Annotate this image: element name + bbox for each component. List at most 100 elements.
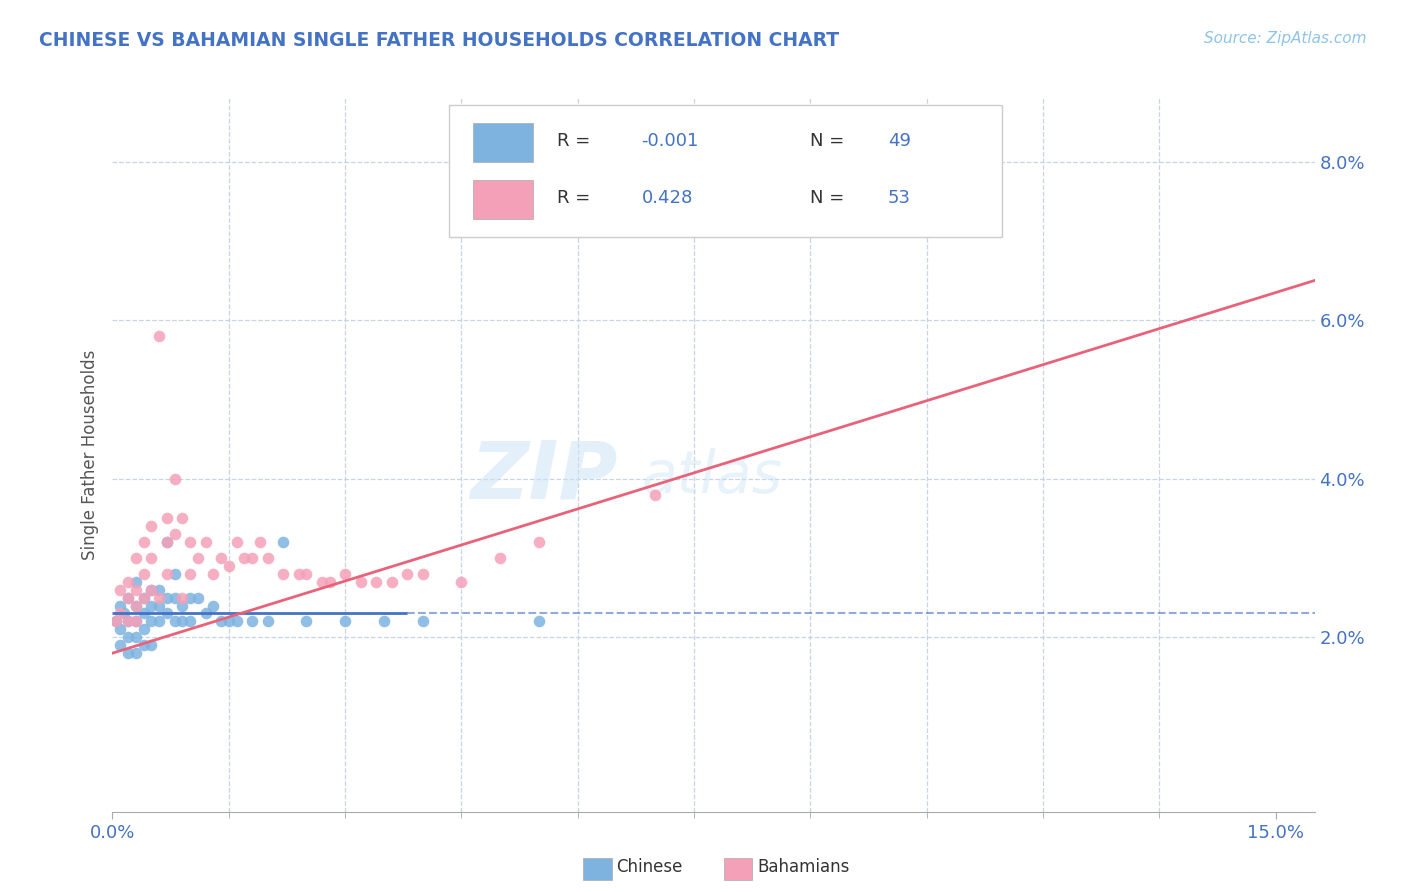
Point: [194, 607, 217, 621]
Point: [225, 615, 247, 629]
Point: [156, 566, 179, 581]
Point: [163, 472, 186, 486]
Point: [350, 574, 373, 589]
Point: [148, 582, 170, 597]
Text: Bahamians: Bahamians: [758, 858, 851, 876]
Point: [110, 623, 132, 637]
Point: [396, 566, 419, 581]
Text: Chinese: Chinese: [616, 858, 682, 876]
Point: [240, 551, 263, 566]
Point: [117, 630, 139, 644]
Point: [117, 615, 139, 629]
Text: 49: 49: [887, 132, 911, 150]
Point: [125, 582, 148, 597]
Text: ZIP: ZIP: [470, 437, 617, 516]
Point: [141, 638, 163, 652]
Point: [163, 615, 186, 629]
Point: [117, 574, 139, 589]
Point: [141, 615, 163, 629]
Point: [141, 599, 163, 613]
Point: [148, 329, 170, 343]
Text: 53: 53: [887, 189, 911, 207]
Point: [172, 591, 194, 605]
Point: [132, 591, 155, 605]
Point: [240, 615, 263, 629]
Point: [295, 566, 318, 581]
Point: [412, 615, 434, 629]
Point: [172, 615, 194, 629]
Point: [148, 591, 170, 605]
Point: [125, 615, 148, 629]
FancyBboxPatch shape: [449, 105, 1002, 237]
Point: [110, 582, 132, 597]
Point: [172, 599, 194, 613]
Point: [110, 638, 132, 652]
Point: [125, 551, 148, 566]
Point: [141, 551, 163, 566]
Point: [117, 646, 139, 660]
Point: [179, 535, 201, 549]
Point: [105, 615, 128, 629]
Point: [644, 487, 666, 501]
Point: [318, 574, 340, 589]
Text: N =: N =: [810, 189, 849, 207]
Point: [156, 511, 179, 525]
Point: [141, 582, 163, 597]
Point: [117, 591, 139, 605]
Text: -0.001: -0.001: [641, 132, 699, 150]
Point: [132, 591, 155, 605]
Point: [110, 599, 132, 613]
Point: [271, 566, 294, 581]
Point: [225, 535, 247, 549]
Point: [218, 615, 240, 629]
Point: [249, 535, 271, 549]
Point: [141, 519, 163, 533]
Point: [333, 615, 356, 629]
Point: [125, 646, 148, 660]
Point: [156, 535, 179, 549]
Point: [125, 630, 148, 644]
Point: [450, 574, 472, 589]
Point: [156, 591, 179, 605]
Point: [194, 535, 217, 549]
Point: [148, 615, 170, 629]
Point: [256, 615, 278, 629]
Point: [105, 615, 128, 629]
Point: [179, 591, 201, 605]
Text: CHINESE VS BAHAMIAN SINGLE FATHER HOUSEHOLDS CORRELATION CHART: CHINESE VS BAHAMIAN SINGLE FATHER HOUSEH…: [39, 31, 839, 50]
FancyBboxPatch shape: [472, 123, 533, 162]
Point: [163, 591, 186, 605]
Point: [163, 527, 186, 541]
Point: [132, 623, 155, 637]
Text: 0.428: 0.428: [641, 189, 693, 207]
Point: [172, 511, 194, 525]
Point: [179, 566, 201, 581]
Point: [295, 615, 318, 629]
Point: [373, 615, 395, 629]
Point: [287, 566, 309, 581]
Point: [187, 591, 209, 605]
Point: [381, 574, 404, 589]
Text: Source: ZipAtlas.com: Source: ZipAtlas.com: [1204, 31, 1367, 46]
Text: atlas: atlas: [641, 448, 782, 505]
Point: [209, 551, 232, 566]
Point: [132, 566, 155, 581]
Point: [148, 599, 170, 613]
Point: [125, 599, 148, 613]
Point: [202, 566, 225, 581]
Point: [256, 551, 278, 566]
Point: [202, 599, 225, 613]
Point: [125, 574, 148, 589]
Point: [683, 218, 706, 232]
Point: [187, 551, 209, 566]
Point: [527, 535, 550, 549]
Point: [233, 551, 256, 566]
Point: [141, 582, 163, 597]
Point: [209, 615, 232, 629]
Y-axis label: Single Father Households: Single Father Households: [80, 350, 98, 560]
Point: [156, 607, 179, 621]
Point: [117, 591, 139, 605]
Point: [163, 566, 186, 581]
Point: [132, 535, 155, 549]
Point: [271, 535, 294, 549]
